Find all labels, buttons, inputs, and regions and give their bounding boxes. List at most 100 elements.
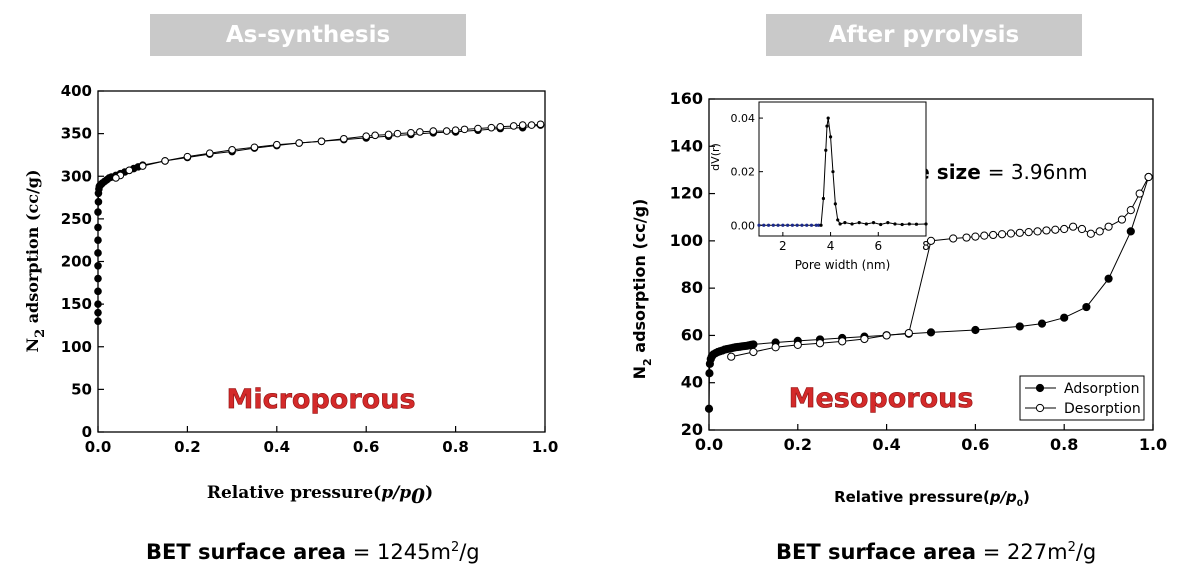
inset-psd-point [757,224,760,227]
desorption-point [1007,230,1014,237]
desorption-point [1136,190,1143,197]
desorption-point [990,231,997,238]
desorption-point [839,338,846,345]
inset-psd-point [819,224,822,227]
adsorption-point [1127,228,1134,235]
inset-psd-point [827,116,830,119]
adsorption-point [1105,275,1112,282]
inset-psd-point [858,221,861,224]
inset-psd-point [839,222,842,225]
desorption-point [772,344,779,351]
desorption-point [1118,216,1125,223]
bet-equals: = [353,540,371,564]
inset-psd-point [879,223,882,226]
inset-y-axis-label: dV(r) [709,143,722,171]
desorption-point [1034,228,1041,235]
bet-label: BET surface area [146,540,346,564]
inset-psd-point [865,222,868,225]
inset-psd-point [893,222,896,225]
inset-y-tick-label: 0.02 [731,166,756,179]
bet-value: 227m [1007,540,1068,564]
after-pyrolysis-isotherm-chart: 0.00.20.40.60.81.020406080100120140160N2… [0,0,1178,530]
y-tick-label: 160 [670,89,703,108]
x-axis-label: Relative pressure(p/p0) [834,488,1030,509]
desorption-point [905,329,912,336]
inset-psd-point [791,224,794,227]
inset-psd-point [822,197,825,200]
adsorption-point [1061,314,1068,321]
desorption-point [816,340,823,347]
inset-psd-point [829,135,832,138]
inset-psd-point [901,223,904,226]
desorption-point [1105,223,1112,230]
inset-psd-point [800,224,803,227]
desorption-point [950,235,957,242]
inset-psd-point [805,224,808,227]
desorption-point [1016,229,1023,236]
y-tick-label: 100 [670,231,703,250]
desorption-point [728,353,735,360]
y-tick-label: 40 [681,373,703,392]
bet-label: BET surface area [776,540,976,564]
inset-x-axis-label: Pore width (nm) [795,258,891,272]
adsorption-point [750,341,757,348]
legend-marker [1036,384,1043,391]
inset-psd-point [915,223,918,226]
inset-psd-point [762,224,765,227]
desorption-point [1078,225,1085,232]
adsorption-point [1083,303,1090,310]
adsorption-point [972,326,979,333]
inset-y-tick-label: 0.04 [731,112,756,125]
inset-psd-point [872,221,875,224]
inset-psd-point [767,224,770,227]
inset-frame [759,102,926,236]
desorption-point [972,233,979,240]
bet-surface-area-right: BET surface area = 227m2/g [776,540,1096,564]
desorption-point [1069,223,1076,230]
inset-psd-point [924,222,927,225]
adsorption-point [706,370,713,377]
x-tick-label: 1.0 [1139,435,1167,454]
inset-psd-point [850,222,853,225]
desorption-point [750,348,757,355]
inset-x-tick-label: 2 [779,239,787,253]
inset-psd-point [834,202,837,205]
inset-x-tick-label: 4 [827,239,835,253]
inset-y-tick-label: 0.00 [731,219,756,232]
y-tick-label: 120 [670,184,703,203]
inset-psd-point [776,224,779,227]
inset-psd-point [810,224,813,227]
bet-value: 1245m [377,540,451,564]
bet-unit: /g [459,540,479,564]
y-tick-label: 140 [670,136,703,155]
y-tick-label: 20 [681,420,703,439]
desorption-point [998,231,1005,238]
adsorption-point [1016,323,1023,330]
desorption-point [1025,229,1032,236]
mesoporous-annotation: Mesoporous [789,383,974,414]
desorption-point [883,332,890,339]
bet-unit: /g [1076,540,1096,564]
x-tick-label: 0.8 [1050,435,1078,454]
adsorption-point [1038,320,1045,327]
inset-psd-point [796,224,799,227]
desorption-point [1043,227,1050,234]
x-tick-label: 0.2 [784,435,812,454]
inset-psd-point [772,224,775,227]
bet-exponent: 2 [451,540,459,555]
desorption-point [1087,230,1094,237]
desorption-point [1096,228,1103,235]
desorption-point [861,335,868,342]
inset-psd-point [824,149,827,152]
x-tick-label: 0.6 [961,435,989,454]
adsorption-point [705,405,712,412]
inset-x-tick-label: 6 [874,239,882,253]
inset-psd-point [831,170,834,173]
y-tick-label: 80 [681,278,703,297]
desorption-point [794,341,801,348]
bet-surface-area-left: BET surface area = 1245m2/g [146,540,480,564]
legend-label: Desorption [1064,401,1141,417]
inset-psd-point [843,221,846,224]
inset-psd-point [786,224,789,227]
desorption-point [963,234,970,241]
